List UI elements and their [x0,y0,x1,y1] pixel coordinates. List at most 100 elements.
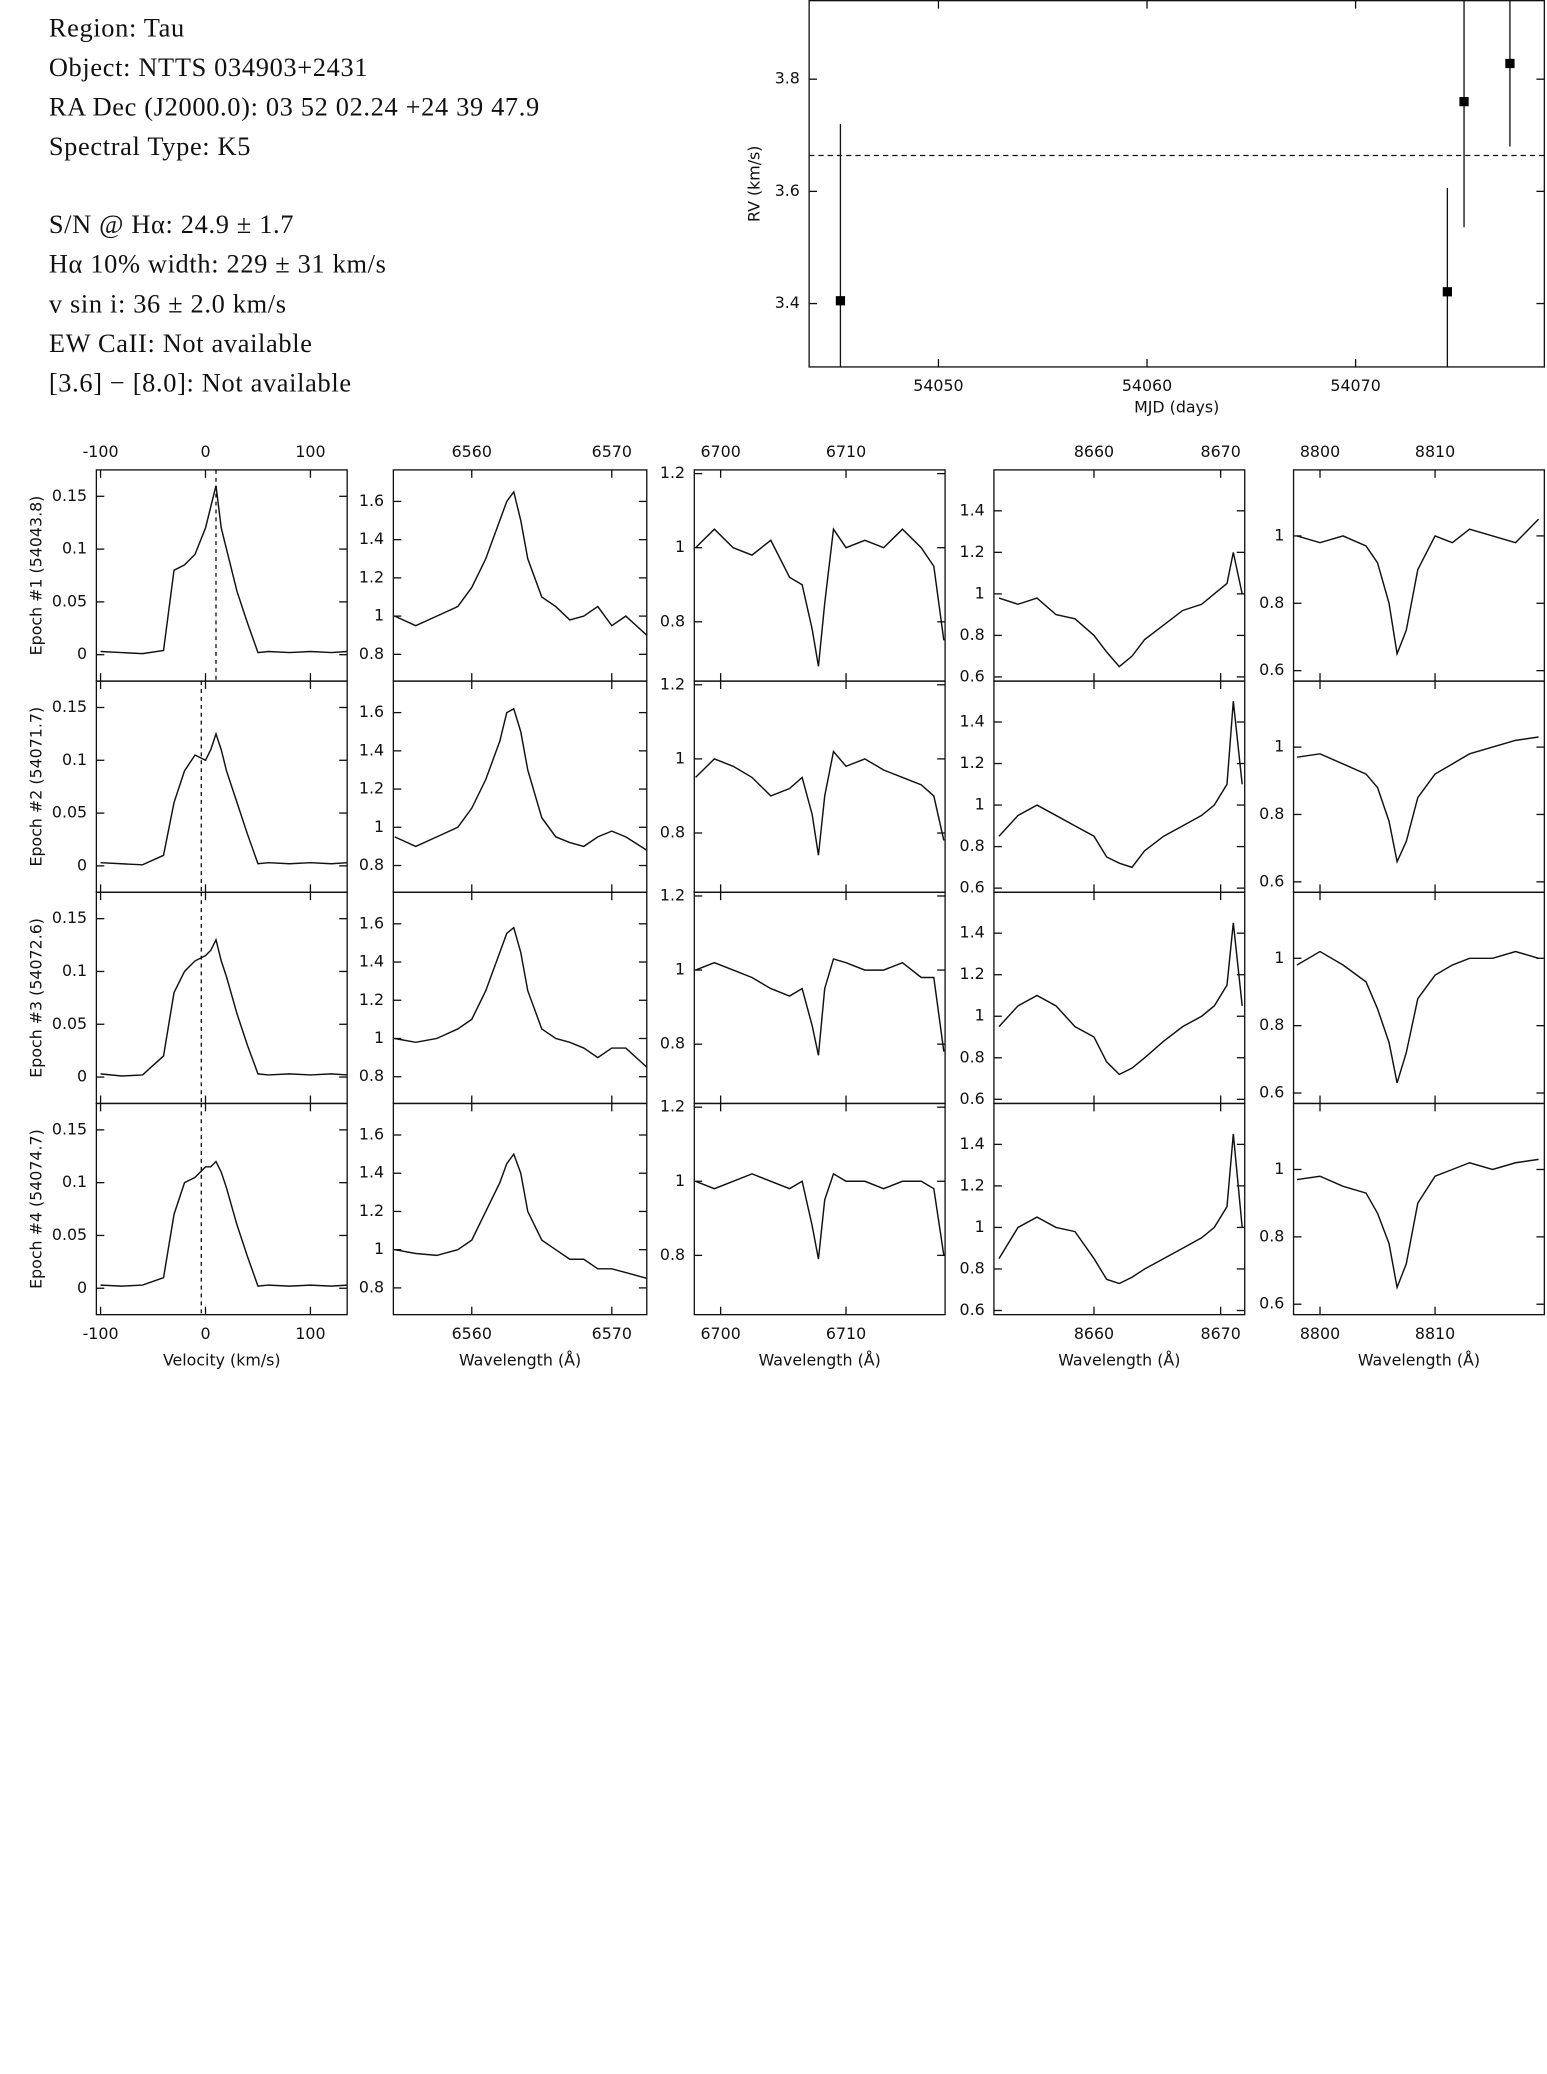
header-line: [3.6] − [8.0]: Not available [49,367,352,397]
spectrum-line [100,485,348,655]
y-tick-label: 1.2 [359,567,384,586]
plot-frame [993,469,1246,682]
spectrum-line [998,1133,1243,1285]
plot-frame [693,891,946,1105]
rv-point [1442,287,1452,297]
x-tick-label: 0 [200,1324,210,1343]
y-tick-label: 1.6 [359,491,384,510]
y-tick-label: 1.2 [960,964,985,983]
y-tick-label: 0.8 [960,625,985,644]
y-tick-label: 1.4 [960,923,985,942]
y-tick-label: 1 [1274,737,1284,756]
plot-frame [95,469,348,682]
y-tick-label: 1 [1274,1159,1284,1178]
spectrum-line [100,731,348,866]
x-tick-label: 8670 [1201,442,1241,461]
y-tick-label: 1.4 [960,711,985,730]
spectrum-line [394,1152,647,1280]
y-tick-label: 1.2 [660,1097,685,1116]
x-tick-label: 54070 [1330,376,1380,395]
y-tick-label: 1.6 [359,1125,384,1144]
y-tick-label: 1.2 [660,885,685,904]
y-tick-label: 0.6 [960,1300,985,1319]
y-tick-label: 0.1 [62,750,87,769]
x-tick-label: 6700 [700,1324,740,1343]
y-tick-label: 3.4 [775,293,800,312]
x-tick-label: 100 [295,1324,325,1343]
x-tick-label: 8810 [1415,1324,1455,1343]
rv-point [835,296,846,306]
y-tick-label: 0.05 [52,803,87,822]
x-axis-label: Wavelength (Å) [459,1350,581,1369]
y-tick-label: 0.05 [52,1225,87,1244]
y-axis-label: Epoch #4 (54074.7) [26,1129,45,1289]
y-tick-label: 0 [77,644,87,663]
y-tick-label: 0.6 [960,878,985,897]
y-tick-label: 0.6 [1259,660,1284,679]
plot-frame [1292,680,1546,893]
header-line: Spectral Type: K5 [49,131,251,161]
y-tick-label: 1.4 [960,500,985,519]
x-tick-label: 6700 [700,442,740,461]
header-line: Hα 10% width: 229 ± 31 km/s [49,249,387,279]
y-tick-label: 0.8 [960,1258,985,1277]
y-tick-label: 1 [975,1006,985,1025]
plot-frame [392,1102,648,1316]
plot-frame [993,1102,1246,1316]
x-tick-label: 6560 [452,1324,492,1343]
y-tick-label: 0.8 [660,611,685,630]
x-tick-label: -100 [83,442,119,461]
y-tick-label: 0.1 [62,961,87,980]
y-tick-label: 1 [374,1239,384,1258]
plot-frame [95,891,348,1105]
y-tick-label: 0.15 [52,908,87,927]
plot-frame [1292,469,1546,682]
y-tick-label: 1 [975,795,985,814]
x-tick-label: 8800 [1300,442,1340,461]
y-tick-label: 1 [374,1028,384,1047]
x-tick-label: 8800 [1300,1324,1340,1343]
x-axis-label: MJD (days) [1134,397,1219,416]
y-tick-label: 1.2 [359,990,384,1009]
y-tick-label: 0.05 [52,1014,87,1033]
x-tick-label: 8660 [1074,1324,1114,1343]
x-tick-label: 6570 [592,1324,632,1343]
x-axis-label: Wavelength (Å) [1358,1350,1480,1369]
header-line: S/N @ Hα: 24.9 ± 1.7 [49,209,294,239]
y-tick-label: 0.1 [62,539,87,558]
plot-frame [392,469,648,682]
y-tick-label: 0.8 [359,1277,384,1296]
y-tick-label: 1.6 [359,702,384,721]
y-tick-label: 1 [675,1171,685,1190]
x-tick-label: 54050 [913,376,963,395]
y-tick-label: 1 [675,960,685,979]
y-tick-label: 1.4 [359,952,384,971]
y-tick-label: 0.6 [960,1089,985,1108]
plot-frame [95,680,348,893]
y-tick-label: 0 [77,1278,87,1297]
y-tick-label: 1.6 [359,913,384,932]
y-tick-label: 1 [1274,948,1284,967]
y-tick-label: 3.8 [775,69,800,88]
plot-frame [392,891,648,1105]
y-tick-label: 0.15 [52,1119,87,1138]
rv-points [809,0,1545,367]
x-tick-label: 8810 [1415,442,1455,461]
y-tick-label: 1.2 [960,542,985,561]
y-tick-label: 0.8 [359,855,384,874]
y-tick-label: 1.2 [359,1201,384,1220]
y-tick-label: 1.2 [359,779,384,798]
plot-frame [95,1102,348,1316]
x-tick-label: 6710 [826,1324,866,1343]
y-tick-label: 0.8 [660,822,685,841]
x-axis-label: Wavelength (Å) [759,1350,881,1369]
y-tick-label: 0.8 [960,836,985,855]
plot-frame [993,680,1246,893]
spectrum-line [1296,950,1539,1084]
y-tick-label: 1 [975,583,985,602]
plot-frame [693,680,946,893]
x-axis-label: Velocity (km/s) [163,1350,281,1369]
y-tick-label: 0.6 [1259,1294,1284,1313]
